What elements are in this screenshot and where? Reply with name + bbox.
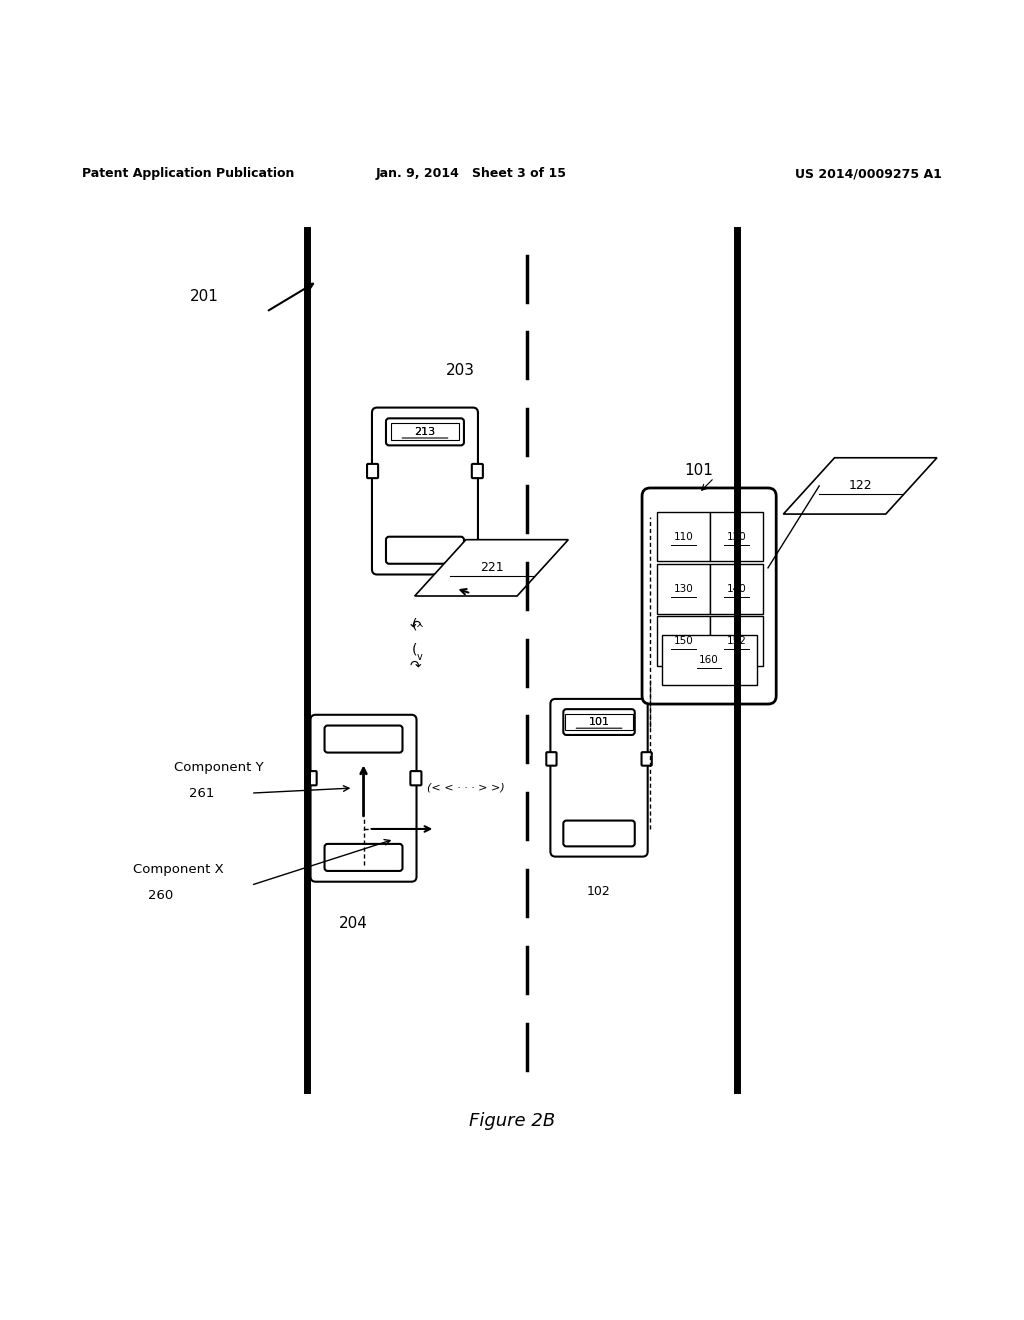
FancyBboxPatch shape: [551, 698, 647, 857]
Text: 101: 101: [589, 717, 609, 727]
FancyBboxPatch shape: [711, 564, 763, 614]
FancyBboxPatch shape: [472, 463, 483, 478]
Text: 101: 101: [684, 463, 714, 478]
Text: (: (: [412, 618, 418, 631]
Text: (< < · · · > >): (< < · · · > >): [427, 783, 505, 793]
Text: 213: 213: [415, 426, 435, 437]
FancyBboxPatch shape: [711, 512, 763, 561]
Text: v: v: [417, 652, 423, 661]
Text: Component X: Component X: [133, 863, 224, 876]
Text: 261: 261: [189, 787, 215, 800]
Text: US 2014/0009275 A1: US 2014/0009275 A1: [796, 168, 942, 180]
Text: Jan. 9, 2014   Sheet 3 of 15: Jan. 9, 2014 Sheet 3 of 15: [376, 168, 566, 180]
FancyBboxPatch shape: [711, 615, 763, 665]
Text: 122: 122: [848, 479, 872, 492]
FancyBboxPatch shape: [565, 714, 633, 730]
Polygon shape: [415, 540, 568, 597]
FancyBboxPatch shape: [563, 821, 635, 846]
Text: $\curvearrowleft$: $\curvearrowleft$: [407, 618, 423, 631]
Text: 140: 140: [727, 583, 746, 594]
Text: Patent Application Publication: Patent Application Publication: [82, 168, 294, 180]
Text: 260: 260: [148, 890, 174, 902]
Polygon shape: [783, 458, 937, 513]
Text: 110: 110: [674, 532, 693, 541]
FancyBboxPatch shape: [305, 771, 316, 785]
Text: 152: 152: [727, 635, 746, 645]
FancyBboxPatch shape: [372, 408, 478, 574]
Text: $\curvearrowright$: $\curvearrowright$: [407, 659, 423, 672]
FancyBboxPatch shape: [411, 771, 422, 785]
Text: Figure 2B: Figure 2B: [469, 1111, 555, 1130]
FancyBboxPatch shape: [657, 615, 711, 665]
Text: 201: 201: [190, 289, 219, 304]
FancyBboxPatch shape: [642, 488, 776, 704]
Text: 130: 130: [674, 583, 693, 594]
Text: 120: 120: [727, 532, 746, 541]
Text: 213: 213: [415, 426, 435, 437]
Text: 150: 150: [674, 635, 693, 645]
FancyBboxPatch shape: [325, 726, 402, 752]
Text: 101: 101: [589, 717, 609, 727]
FancyBboxPatch shape: [310, 715, 417, 882]
Text: 102: 102: [587, 886, 611, 899]
FancyBboxPatch shape: [657, 512, 711, 561]
FancyBboxPatch shape: [563, 709, 635, 735]
FancyBboxPatch shape: [657, 564, 711, 614]
FancyBboxPatch shape: [367, 463, 378, 478]
FancyBboxPatch shape: [662, 635, 757, 685]
Text: Component Y: Component Y: [174, 762, 264, 774]
Text: 221: 221: [479, 561, 504, 574]
Text: 160: 160: [699, 655, 719, 664]
FancyBboxPatch shape: [325, 843, 402, 871]
Text: (: (: [412, 643, 418, 657]
FancyBboxPatch shape: [386, 418, 464, 445]
FancyBboxPatch shape: [641, 752, 651, 766]
Text: 204: 204: [339, 916, 368, 931]
Text: ^: ^: [416, 624, 424, 635]
FancyBboxPatch shape: [391, 424, 459, 441]
Text: 203: 203: [445, 363, 474, 379]
FancyBboxPatch shape: [386, 537, 464, 564]
FancyBboxPatch shape: [547, 752, 557, 766]
